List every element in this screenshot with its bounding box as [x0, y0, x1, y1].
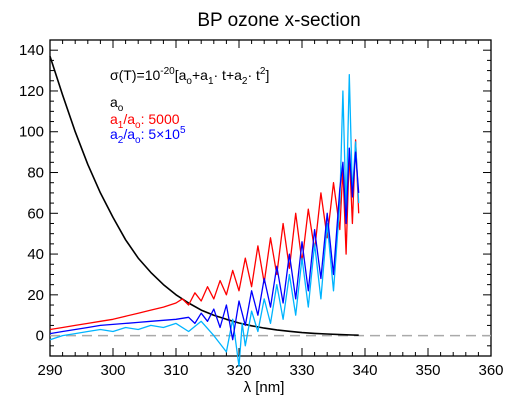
- legend-a1-value: : 5000: [141, 111, 180, 127]
- formula-dot2: · t: [247, 67, 260, 83]
- y-tick-label: 60: [27, 205, 44, 222]
- y-tick-label: 20: [27, 287, 44, 304]
- legend-a2-sub1: 2: [118, 135, 124, 146]
- y-tick-label: 80: [27, 165, 44, 182]
- y-tick-label: 0: [36, 328, 44, 345]
- x-tick-label: 330: [289, 362, 314, 379]
- x-tick-label: 320: [226, 362, 251, 379]
- y-axis: 0 20 40 60 80 100 120 140: [19, 42, 491, 357]
- formula-sup2: 2: [260, 66, 266, 77]
- formula-body-open: [a: [175, 67, 187, 83]
- formula-sub2: 2: [242, 76, 248, 87]
- legend-a2-slash: /a: [123, 126, 135, 142]
- y-tick-label: 40: [27, 246, 44, 263]
- series-layer: [49, 56, 360, 367]
- x-axis-label: λ [nm]: [244, 379, 285, 395]
- y-tick-label: 100: [19, 124, 44, 141]
- series-line-3: [49, 147, 360, 341]
- legend-a0-sub: o: [118, 103, 124, 114]
- formula-prefix: σ(T)=10: [110, 67, 160, 83]
- y-tick-label: 120: [19, 83, 44, 100]
- series-line-1: [49, 139, 360, 331]
- formula-annotation: σ(T)=10-20[ao+a1· t+a2· t2]: [110, 66, 269, 87]
- series-line-2: [49, 74, 360, 367]
- formula-sub1: 1: [208, 76, 214, 87]
- x-axis: 290 300 310 320 330 340 350 360: [37, 40, 504, 379]
- x-tick-label: 310: [163, 362, 188, 379]
- legend-a1: a1/ao: 5000: [110, 111, 180, 131]
- plot-frame: [49, 39, 492, 357]
- legend-a0-main: a: [110, 94, 118, 110]
- x-tick-label: 300: [100, 362, 125, 379]
- legend-a2: a2/ao: 5×105: [110, 125, 186, 146]
- chart-title: BP ozone x-section: [197, 10, 360, 31]
- legend-a2-value: : 5×10: [141, 126, 181, 142]
- x-tick-label: 350: [415, 362, 440, 379]
- legend-a1-main: a: [110, 111, 118, 127]
- x-tick-label: 290: [37, 362, 62, 379]
- x-tick-label: 340: [352, 362, 377, 379]
- formula-exponent: -20: [160, 66, 175, 77]
- formula-plus1: +a: [192, 67, 208, 83]
- formula-close: ]: [265, 67, 269, 83]
- legend-a2-exp: 5: [180, 125, 186, 136]
- series-line-0: [49, 56, 359, 336]
- legend-a0: ao: [110, 94, 124, 114]
- y-tick-label: 140: [19, 42, 44, 59]
- legend-a1-sub1: 1: [118, 120, 124, 131]
- formula-dot1: · t+a: [214, 67, 243, 83]
- x-tick-label: 360: [478, 362, 503, 379]
- legend-a1-sub2: o: [135, 120, 141, 131]
- formula-sub0: o: [186, 76, 192, 87]
- legend-a2-sub2: o: [135, 135, 141, 146]
- legend-a2-main: a: [110, 126, 118, 142]
- legend-a1-slash: /a: [123, 111, 135, 127]
